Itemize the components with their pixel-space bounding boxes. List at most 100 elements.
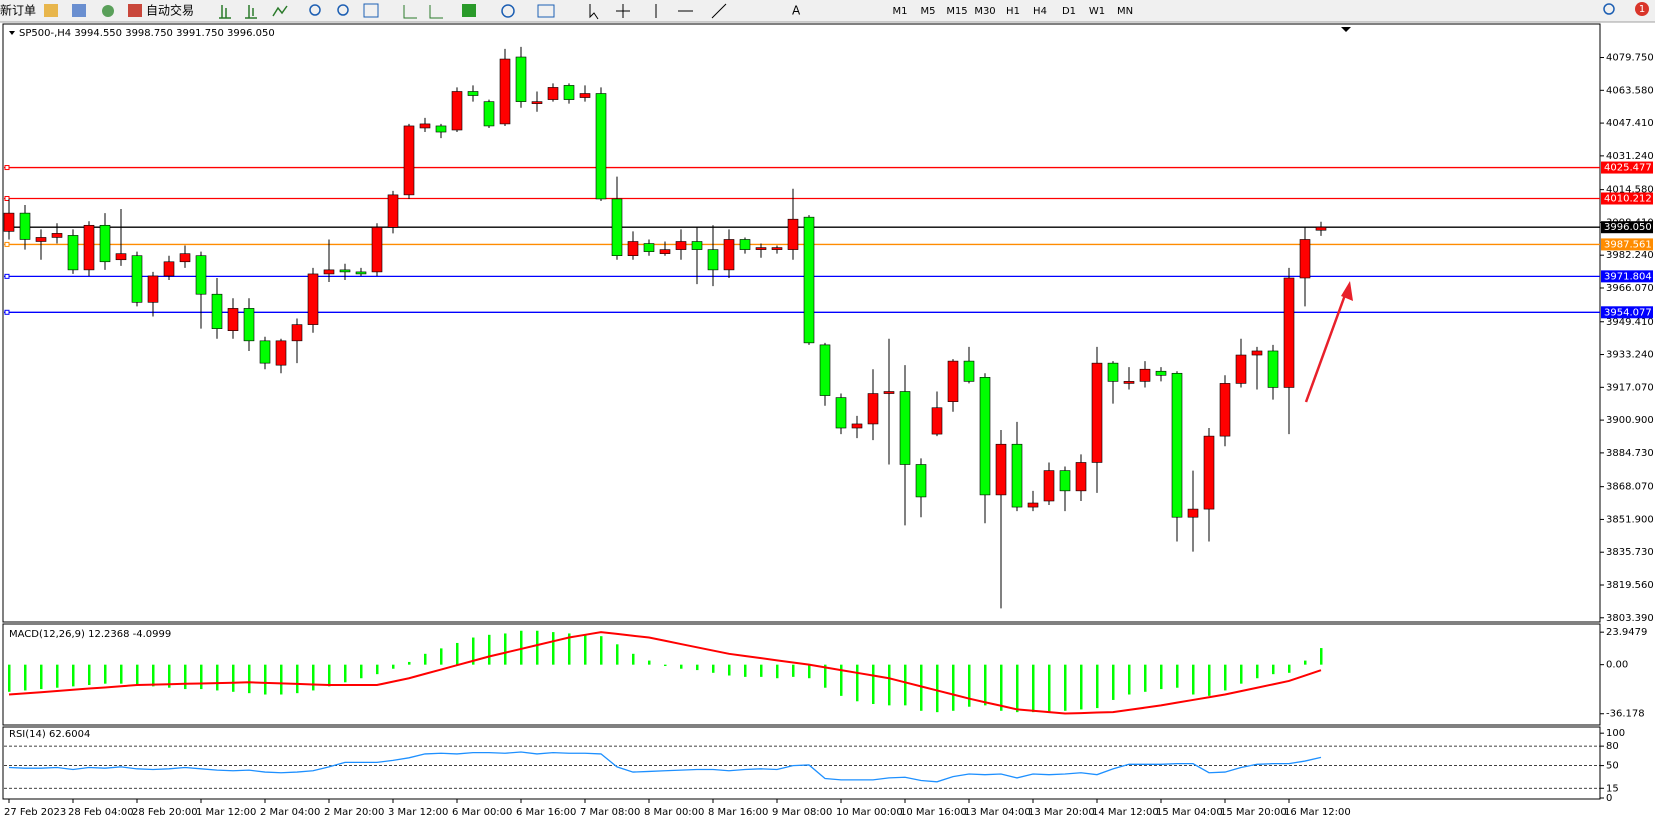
candle-body (227, 308, 239, 331)
toolbar: 新订单 自动交易 A M1 M5 M15 M30 H1 H4 D1 W1 MN 1 (0, 0, 1655, 23)
macd-bar (552, 632, 555, 665)
macd-bar (1080, 664, 1083, 710)
candle-body (131, 255, 143, 303)
x-tick-label: 3 Mar 12:00 (388, 807, 448, 818)
x-tick-label: 2 Mar 20:00 (324, 807, 384, 818)
chart-type-icons[interactable] (219, 5, 288, 19)
y-tick-label: 4063.580 (1606, 85, 1654, 96)
main-panel (2, 23, 1601, 623)
templates[interactable] (537, 4, 555, 18)
zoom-in[interactable] (309, 4, 321, 16)
y-tick-label: 0.00 (1606, 660, 1628, 671)
tile[interactable] (363, 3, 379, 18)
macd-bar (712, 664, 715, 673)
y-tick-label: 3835.730 (1606, 547, 1654, 558)
periods[interactable] (501, 4, 515, 18)
macd-bar (1112, 664, 1115, 700)
candle-body (275, 340, 287, 366)
cursor-tool[interactable] (589, 4, 599, 20)
timeframe-button[interactable]: MN (1117, 6, 1133, 17)
icon[interactable] (245, 5, 257, 19)
level-label: 4025.477 (1604, 163, 1652, 174)
candle-body (851, 423, 863, 429)
macd-bar (568, 633, 571, 665)
shift-marker[interactable] (1341, 27, 1351, 32)
macd-bar (456, 642, 459, 665)
icon[interactable] (44, 4, 58, 17)
macd-bar (520, 630, 523, 665)
level-label-bg (1601, 221, 1653, 234)
icon[interactable] (102, 5, 114, 17)
macd-bar (472, 637, 475, 665)
candle-body (1059, 470, 1071, 492)
timeframe-button[interactable]: M15 (946, 6, 967, 17)
candle-body (579, 93, 591, 98)
candle-body (931, 407, 943, 435)
timeframe-button[interactable]: D1 (1062, 6, 1076, 17)
macd-bar (440, 648, 443, 665)
timeframe-button[interactable]: M30 (974, 6, 995, 17)
candle-body (643, 243, 655, 252)
candle-body (1219, 383, 1231, 437)
macd-bar (888, 664, 891, 706)
auto-trading-button[interactable]: 自动交易 (146, 3, 194, 18)
macd-bar (1192, 664, 1195, 695)
timeframe-button[interactable]: H1 (1006, 6, 1020, 17)
timeframe-button[interactable]: M5 (921, 6, 936, 17)
macd-bar (136, 664, 139, 686)
macd-bar (1272, 664, 1275, 675)
macd-bar (648, 660, 651, 665)
scroll-icons[interactable] (403, 5, 443, 19)
macd-bar (984, 664, 987, 706)
level-label-bg (1601, 306, 1653, 319)
zoom-out[interactable] (337, 4, 349, 16)
line-tools[interactable] (655, 3, 727, 19)
text-tool[interactable]: A (792, 4, 801, 18)
search[interactable] (1603, 3, 1615, 15)
x-tick-label: 15 Mar 04:00 (1156, 807, 1223, 818)
icon[interactable] (272, 5, 288, 17)
macd-bar (408, 661, 411, 665)
x-tick-label: 10 Mar 00:00 (836, 807, 903, 818)
candle-body (67, 235, 79, 271)
candle-body (883, 391, 895, 394)
candle-body (323, 269, 335, 275)
macd-bar (792, 664, 795, 677)
candle-body (419, 123, 431, 129)
macd-bar (536, 630, 539, 665)
timeframe-button[interactable]: W1 (1089, 6, 1105, 17)
macd-bar (392, 664, 395, 669)
candle-body (771, 247, 783, 250)
macd-bar (600, 636, 603, 665)
macd-bar (1176, 664, 1179, 688)
candle-body (1123, 381, 1135, 384)
y-tick-label: 4047.410 (1606, 118, 1654, 129)
macd-bar (1288, 664, 1291, 673)
arrow-shaft (1304, 294, 1347, 403)
macd-bar (1224, 664, 1227, 691)
auto-trading-icon[interactable] (128, 4, 142, 17)
macd-bar (376, 664, 379, 675)
candle-body (899, 391, 911, 465)
candle-body (1299, 239, 1311, 279)
candle-body (259, 340, 271, 364)
timeframe-button[interactable]: M1 (893, 6, 908, 17)
x-tick-label: 7 Mar 08:00 (580, 807, 640, 818)
candle-body (1043, 470, 1055, 502)
toolbar-bg (0, 0, 1655, 22)
macd-bar (952, 664, 955, 711)
x-tick-label: 6 Mar 16:00 (516, 807, 576, 818)
timeframe-button[interactable]: H4 (1033, 6, 1047, 17)
notification-badge[interactable] (1635, 2, 1649, 16)
y-tick-label: 3868.070 (1606, 482, 1654, 493)
icon[interactable] (219, 5, 231, 19)
x-tick-label: 28 Feb 04:00 (68, 807, 134, 818)
candle-body (835, 397, 847, 429)
new-order-button[interactable]: 新订单 (0, 3, 36, 18)
crosshair-tool[interactable] (616, 4, 630, 18)
candle-body (1011, 443, 1023, 508)
icon[interactable] (72, 4, 86, 17)
candle-body (291, 324, 303, 342)
indicators[interactable] (462, 4, 476, 17)
candle-body (83, 224, 95, 271)
